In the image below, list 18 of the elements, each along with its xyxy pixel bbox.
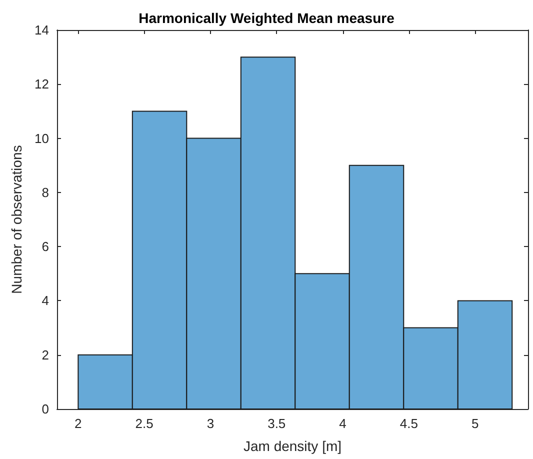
y-tick-label: 2 (42, 347, 49, 362)
x-tick-label: 2 (74, 416, 82, 431)
chart-title: Harmonically Weighted Mean measure (138, 10, 395, 26)
x-tick-label: 2.5 (135, 416, 154, 431)
y-tick-label: 4 (42, 293, 49, 308)
x-tick-label: 4.5 (400, 416, 418, 431)
x-tick-label: 5 (471, 416, 479, 431)
y-tick-label: 10 (34, 130, 49, 146)
x-tick-label: 3 (206, 416, 214, 431)
x-tick-label: 3.5 (268, 416, 286, 431)
y-tick-label: 6 (42, 239, 49, 254)
x-tick-label: 4 (339, 416, 346, 431)
y-tick-label: 0 (42, 402, 49, 416)
x-axis-title: Jam density [m] (243, 438, 342, 454)
y-tick-label: 12 (34, 76, 49, 92)
y-tick-label: 14 (34, 22, 49, 38)
y-tick-label: 8 (42, 184, 49, 200)
y-axis-title: Number of observations (8, 145, 25, 294)
